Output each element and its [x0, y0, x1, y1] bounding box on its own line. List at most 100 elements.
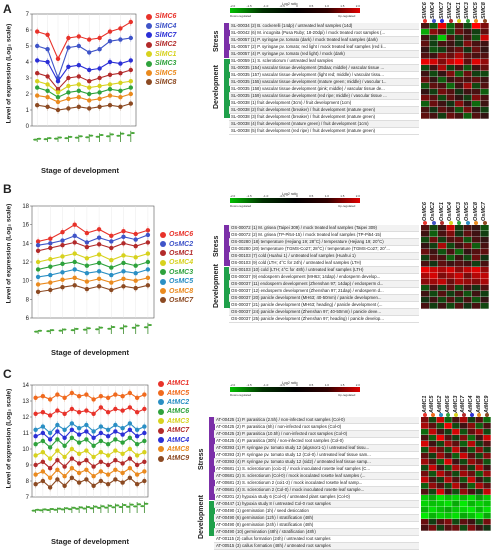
heatmap-cell — [421, 101, 430, 107]
series-line — [35, 467, 145, 479]
heatmap-cell — [480, 297, 489, 303]
series-line — [37, 69, 131, 91]
heatmap-cell — [452, 447, 460, 453]
data-point — [45, 47, 50, 52]
heatmap-cell — [436, 417, 445, 423]
data-point — [69, 406, 75, 412]
data-point — [62, 443, 67, 448]
heatmap-cell — [444, 501, 452, 507]
heatmap-cell — [438, 303, 447, 309]
heatmap-cell — [467, 513, 476, 519]
data-point — [118, 26, 123, 31]
colorbar-tick: 1.5 — [340, 383, 345, 387]
stage-plant-icon — [118, 503, 127, 513]
legend-item: SlMC5 — [146, 68, 176, 77]
heatmap-cell — [446, 29, 455, 35]
y-tick-label: 18 — [22, 204, 29, 210]
data-point — [96, 242, 102, 247]
heatmap-cell — [436, 483, 445, 489]
data-point — [62, 474, 67, 479]
data-point — [118, 37, 123, 42]
heatmap-cell — [421, 291, 430, 297]
heatmap-cell — [472, 89, 481, 95]
data-point — [48, 241, 53, 246]
colorbar-tick: -0.5 — [279, 4, 285, 8]
stage-plant-icon — [75, 506, 84, 513]
column-color-dot — [448, 221, 453, 225]
heatmap-cell — [475, 489, 483, 495]
heatmap-cell — [421, 29, 430, 35]
series-line — [37, 87, 131, 98]
heatmap-cell — [438, 89, 447, 95]
stage-plant-icon — [95, 133, 104, 142]
legend-item: AtMC4 — [158, 435, 189, 444]
heatmap-cell — [480, 255, 489, 261]
data-point — [145, 232, 151, 238]
data-point — [66, 35, 71, 41]
heatmap-cell — [472, 41, 481, 47]
heatmap-cell — [463, 279, 472, 285]
legend-swatch — [160, 288, 166, 295]
data-point — [127, 427, 133, 432]
heatmap-cell — [459, 423, 468, 429]
condition-row: SL-00038 (4) fruit development (mature g… — [229, 121, 419, 128]
heatmap-cell — [421, 489, 429, 495]
colorbar-right-label: Up-regulated — [338, 204, 356, 208]
heatmap-cell — [421, 41, 430, 47]
heatmap-cell — [429, 53, 438, 59]
condition-row: SL-00038 (2) fruit development (breaker)… — [229, 107, 419, 114]
heatmap-cell — [472, 261, 481, 267]
heatmap-cell — [475, 441, 483, 447]
heatmap-cell — [472, 65, 481, 71]
condition-row: OS-00037 (21) panicle development (MH63;… — [229, 302, 419, 309]
data-point — [134, 482, 140, 487]
column-color-dot — [477, 413, 482, 417]
column-header: SlMC8 — [481, 2, 487, 19]
heatmap-cell — [467, 435, 476, 441]
heatmap-cell — [483, 477, 491, 483]
heatmap-cell — [455, 59, 464, 65]
legend: SlMC6 SlMC4 SlMC7 SlMC2 SlMC1 SlMC3 SlMC5 SlMC8 — [146, 12, 176, 87]
stage-plant-icon — [34, 329, 43, 334]
condition-row: AT-00681 (2) S. sclerotiorum (Col-0) / m… — [214, 473, 419, 480]
y-tick-label: 8 — [26, 297, 30, 303]
condition-row: AT-00115 (2) callus formation (24h) / un… — [214, 536, 419, 543]
y-tick-label: 14 — [22, 383, 29, 389]
legend-label: OsMC8 — [169, 287, 194, 295]
column-header: SlMC2 — [447, 2, 453, 19]
heatmap-cell — [438, 83, 447, 89]
heatmap-cell — [483, 519, 491, 525]
heatmap-cell — [446, 23, 455, 29]
heatmap-cell — [483, 429, 491, 435]
condition-row: OS-00037 (12) endosperm development (Zhe… — [229, 288, 419, 295]
heatmap-cell — [452, 453, 460, 459]
heatmap-cell — [483, 525, 491, 531]
column-header: AtMC2 — [437, 395, 444, 413]
heatmap-cell — [472, 71, 481, 77]
heatmap-cell — [472, 273, 481, 279]
heatmap-cell — [438, 101, 447, 107]
series-line — [37, 103, 131, 111]
legend-swatch — [160, 259, 166, 266]
heatmap-cell — [475, 495, 483, 501]
heatmap-cell — [463, 273, 472, 279]
legend-item: AtMC3 — [158, 417, 189, 426]
group-label: Stress — [198, 448, 205, 470]
stage-plant-icon — [38, 508, 47, 513]
data-point — [76, 394, 82, 399]
legend-item: AtMC9 — [158, 454, 189, 463]
colorbar-tick: 2.0 — [355, 383, 360, 387]
data-point — [76, 88, 82, 94]
x-axis-label: Stage of development — [51, 348, 129, 357]
heatmap-cell — [428, 489, 437, 495]
condition-row: OS-00103 (10) cold (LTH; 4°C for 48h) / … — [229, 267, 419, 274]
data-point — [109, 257, 114, 263]
data-point — [113, 406, 118, 412]
data-point — [35, 79, 40, 84]
heatmap-cell — [421, 47, 430, 53]
condition-row: AT-00490 (1) germination (1h) / seed des… — [214, 508, 419, 515]
heatmap-cell — [463, 89, 472, 95]
data-point — [121, 229, 126, 234]
data-point — [35, 248, 41, 253]
data-point — [87, 85, 92, 90]
